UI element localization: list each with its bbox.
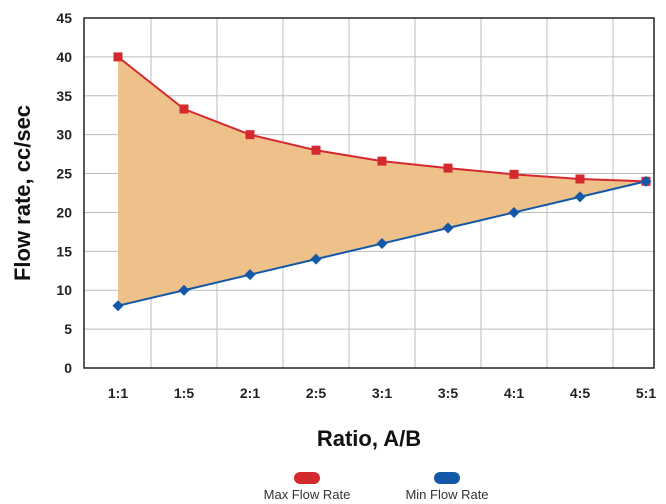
y-axis-title: Flow rate, cc/sec bbox=[10, 105, 35, 281]
y-tick-label: 30 bbox=[56, 127, 72, 143]
legend: Max Flow Rate Min Flow Rate bbox=[264, 472, 489, 502]
y-tick-label: 5 bbox=[64, 321, 72, 337]
max-flow-point bbox=[377, 156, 387, 166]
x-tick-label: 1:1 bbox=[108, 385, 128, 401]
max-flow-point bbox=[575, 174, 585, 184]
y-tick-label: 20 bbox=[56, 204, 72, 220]
min-flow-point bbox=[442, 222, 454, 234]
series-markers bbox=[112, 52, 652, 312]
min-flow-point bbox=[640, 175, 652, 187]
max-flow-point bbox=[509, 169, 519, 179]
min-flow-point bbox=[178, 284, 190, 296]
x-axis-ticks: 1:1 1:5 2:1 2:5 3:1 3:5 4:1 4:5 5:1 bbox=[108, 385, 656, 401]
max-flow-point bbox=[311, 145, 321, 155]
max-flow-point bbox=[443, 163, 453, 173]
min-flow-point bbox=[376, 238, 388, 250]
x-tick-label: 1:5 bbox=[174, 385, 194, 401]
y-tick-label: 45 bbox=[56, 10, 72, 26]
min-flow-point bbox=[310, 253, 322, 265]
x-axis-title: Ratio, A/B bbox=[317, 426, 421, 451]
y-tick-label: 10 bbox=[56, 282, 72, 298]
plot-frame bbox=[83, 17, 655, 369]
flow-range-area bbox=[118, 56, 646, 306]
y-axis-ticks: 0 5 10 15 20 25 30 35 40 45 bbox=[56, 10, 72, 376]
min-flow-point bbox=[574, 191, 586, 203]
x-tick-label: 4:1 bbox=[504, 385, 524, 401]
max-flow-legend-label: Max Flow Rate bbox=[264, 487, 351, 502]
max-flow-legend-swatch bbox=[294, 472, 320, 484]
min-flow-point bbox=[508, 206, 520, 218]
fill-between-area bbox=[118, 56, 646, 306]
x-tick-label: 3:5 bbox=[438, 385, 458, 401]
min-flow-point bbox=[112, 300, 124, 312]
max-flow-point bbox=[245, 130, 255, 140]
y-tick-label: 0 bbox=[64, 360, 72, 376]
x-tick-label: 3:1 bbox=[372, 385, 392, 401]
x-tick-label: 2:5 bbox=[306, 385, 326, 401]
max-flow-point bbox=[179, 104, 189, 114]
min-flow-legend-label: Min Flow Rate bbox=[405, 487, 488, 502]
x-tick-label: 5:1 bbox=[636, 385, 656, 401]
y-tick-label: 25 bbox=[56, 166, 72, 182]
x-tick-label: 4:5 bbox=[570, 385, 590, 401]
y-tick-label: 40 bbox=[56, 49, 72, 65]
y-tick-label: 15 bbox=[56, 243, 72, 259]
min-flow-legend-swatch bbox=[434, 472, 460, 484]
x-tick-label: 2:1 bbox=[240, 385, 260, 401]
max-flow-point bbox=[113, 52, 123, 62]
min-flow-point bbox=[244, 269, 256, 281]
y-tick-label: 35 bbox=[56, 88, 72, 104]
